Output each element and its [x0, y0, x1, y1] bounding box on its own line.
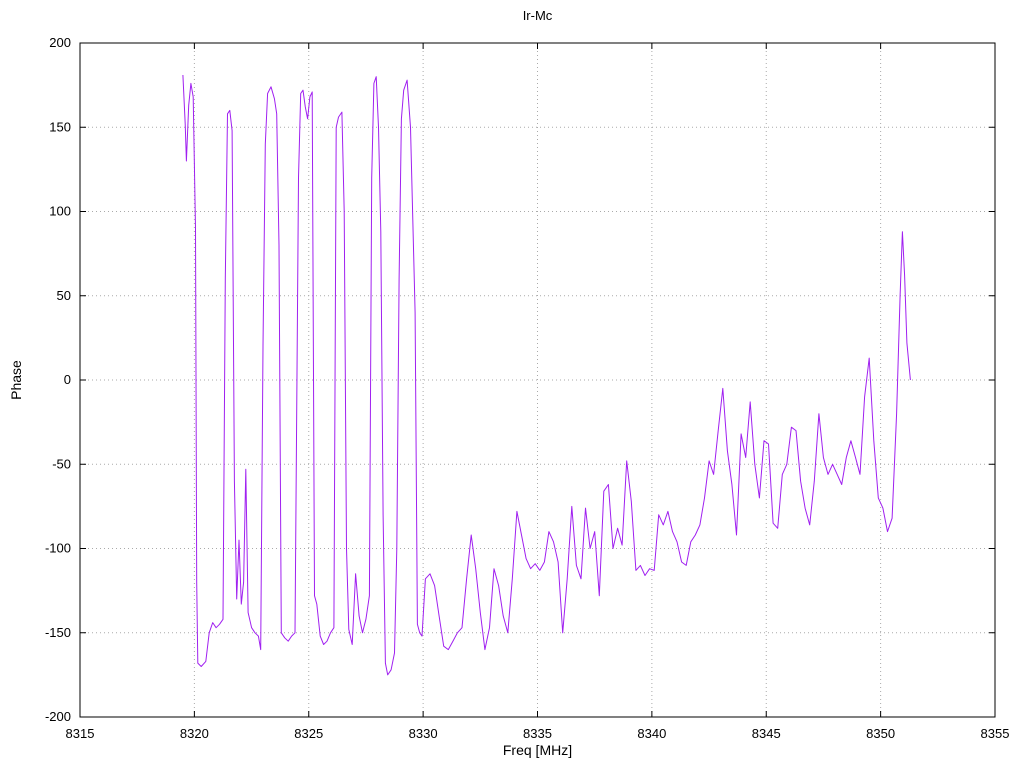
y-tick-label: 200: [49, 35, 71, 50]
x-tick-label: 8315: [66, 726, 95, 741]
x-axis-label: Freq [MHz]: [502, 742, 573, 758]
y-tick-label: -50: [52, 456, 71, 471]
y-tick-label: -200: [45, 709, 71, 724]
y-tick-label: -150: [45, 625, 71, 640]
y-tick-label: 50: [57, 288, 71, 303]
phase-trace: [182, 74, 911, 676]
chart-title: Ir-Mc: [522, 8, 553, 23]
x-tick-label: 8330: [409, 726, 438, 741]
x-tick-label: 8340: [637, 726, 666, 741]
y-tick-label: 0: [64, 372, 71, 387]
y-tick-label: 100: [49, 204, 71, 219]
x-tick-label: 8320: [180, 726, 209, 741]
y-tick-label: 150: [49, 119, 71, 134]
x-tick-label: 8345: [752, 726, 781, 741]
x-tick-label: 8325: [294, 726, 323, 741]
x-tick-label: 8335: [523, 726, 552, 741]
x-tick-label: 8350: [866, 726, 895, 741]
y-tick-label: -100: [45, 541, 71, 556]
x-tick-label: 8355: [981, 726, 1010, 741]
